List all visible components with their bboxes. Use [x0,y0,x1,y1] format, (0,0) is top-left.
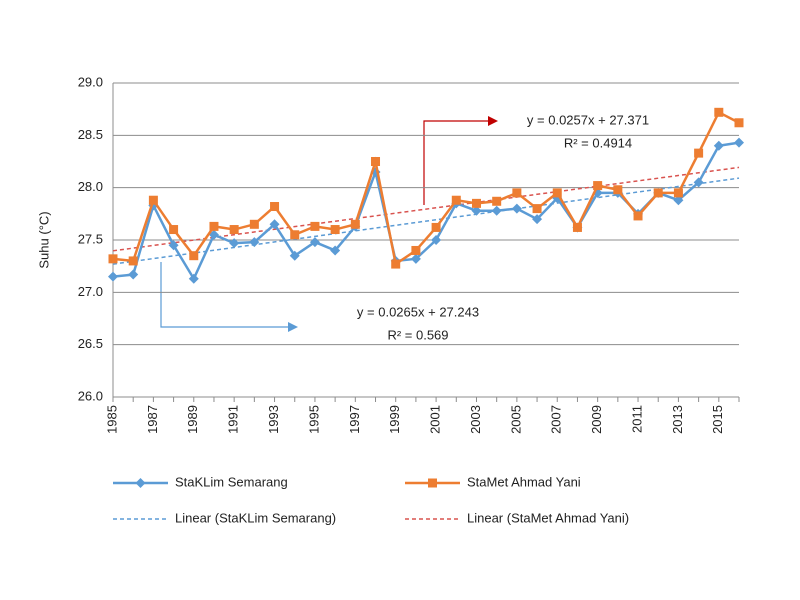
marker [431,235,442,245]
marker [593,181,603,191]
x-tick-label: 1999 [387,405,402,434]
marker [552,188,562,198]
marker [491,205,502,216]
marker [269,219,280,230]
marker [330,245,341,256]
x-tick-label: 1987 [145,405,160,434]
x-tick-label: 1997 [347,405,362,434]
marker [471,198,481,208]
marker [734,118,744,128]
marker [451,195,461,205]
marker [572,222,582,232]
marker [189,251,199,261]
trend-r2: R² = 0.569 [387,327,448,342]
marker [431,222,441,232]
legend-label: Linear (StaKLim Semarang) [175,510,336,525]
trend-r2: R² = 0.4914 [564,135,632,150]
annotation-arrowhead [288,322,298,332]
marker [391,259,401,269]
marker [108,271,118,282]
marker [309,237,320,248]
marker [371,157,381,166]
marker [714,107,724,117]
annotation-arrow [423,120,492,205]
marker [653,188,663,198]
legend-label: Linear (StaMet Ahmad Yani) [467,510,629,525]
y-tick-label: 28.5 [78,127,103,142]
marker [410,253,421,264]
marker [532,214,543,225]
marker [128,256,138,266]
x-tick-label: 2005 [508,405,523,434]
marker [270,202,280,212]
marker [512,188,522,198]
x-tick-label: 2001 [428,405,443,434]
y-tick-label: 26.5 [78,336,103,351]
marker [350,219,360,229]
legend-label: StaKLim Semarang [175,474,288,489]
marker [693,177,704,188]
marker [310,221,320,231]
x-tick-label: 2003 [468,405,483,434]
y-tick-label: 27.5 [78,231,103,246]
marker [411,245,421,255]
marker [492,196,502,206]
y-axis-label: Suhu (°C) [36,211,51,268]
x-tick-label: 2013 [670,405,685,434]
marker [108,254,118,264]
marker [249,219,259,229]
trend-equation: y = 0.0257x + 27.371 [527,112,649,127]
marker [128,269,139,280]
marker [694,148,704,158]
x-tick-label: 1991 [226,405,241,434]
marker [713,140,724,151]
x-tick-label: 1989 [185,405,200,434]
marker [148,195,158,205]
x-tick-label: 2009 [589,405,604,434]
legend-label: StaMet Ahmad Yani [467,474,581,489]
legend-marker [135,478,146,488]
marker [209,221,219,231]
x-tick-label: 1995 [306,405,321,434]
x-tick-label: 1985 [104,405,119,434]
marker [673,188,683,198]
marker [188,273,199,284]
x-tick-label: 2007 [549,405,564,434]
series-line [112,141,740,282]
marker [633,211,643,221]
marker [289,250,300,261]
y-tick-label: 26.0 [78,388,103,403]
marker [330,225,340,235]
marker [229,238,240,249]
marker [532,204,542,214]
y-tick-label: 27.0 [78,284,103,299]
y-tick-label: 29.0 [78,74,103,89]
marker [208,229,219,240]
marker [511,203,522,214]
marker [613,185,623,195]
x-tick-label: 2015 [710,405,725,434]
x-tick-label: 1993 [266,405,281,434]
marker [290,230,300,240]
legend-marker [428,478,437,488]
y-tick-label: 28.0 [78,179,103,194]
marker [168,240,179,251]
marker [734,137,744,148]
trend-equation: y = 0.0265x + 27.243 [357,304,479,319]
trendline [112,177,740,265]
marker [229,225,239,235]
marker [673,195,684,206]
marker [249,237,260,248]
annotation-arrow [160,262,292,328]
x-tick-label: 2011 [629,405,644,433]
marker [471,205,482,216]
annotation-arrowhead [488,116,498,126]
marker [169,225,179,235]
